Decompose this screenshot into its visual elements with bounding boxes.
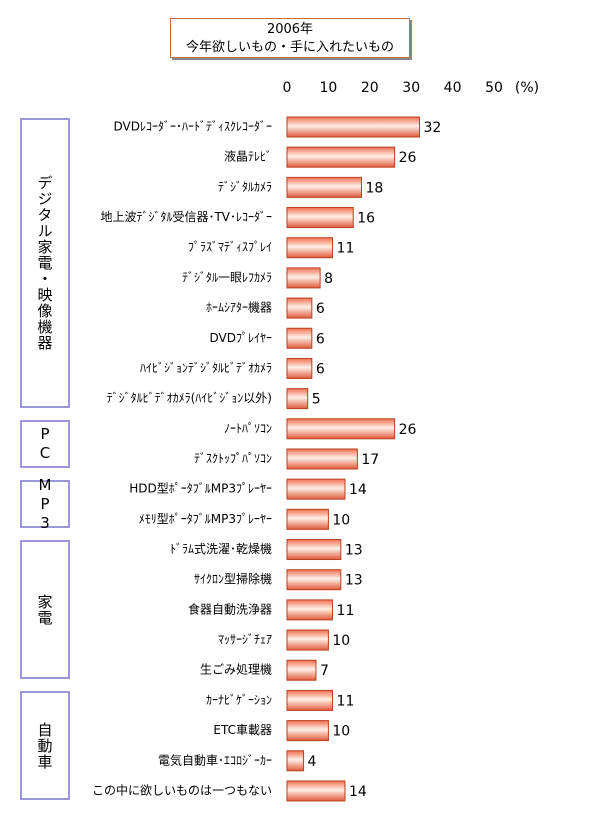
unit-label: (%) bbox=[515, 80, 539, 96]
group-box: MP3 bbox=[20, 476, 70, 533]
value-label: 14 bbox=[349, 482, 367, 498]
x-tick-label: 0 bbox=[283, 80, 292, 96]
bar bbox=[286, 539, 342, 561]
bar bbox=[286, 267, 321, 289]
y-tick-label: ﾄﾞﾗﾑ式洗濯･乾燥機 bbox=[170, 541, 272, 556]
y-tick-label: ﾃﾞｼﾞﾀﾙｶﾒﾗ bbox=[218, 180, 272, 194]
group-label: デジタル家電・映像機器 bbox=[35, 174, 54, 351]
bar bbox=[286, 388, 309, 410]
bar bbox=[286, 659, 317, 681]
group-label: PC bbox=[36, 424, 54, 463]
value-label: 26 bbox=[399, 150, 417, 166]
y-tick-label: ﾌﾟﾗｽﾞﾏﾃﾞｨｽﾌﾟﾚｲ bbox=[188, 240, 272, 254]
y-tick-label: 生ごみ処理機 bbox=[200, 662, 272, 677]
bar bbox=[286, 780, 346, 802]
y-tick-label: 地上波ﾃﾞｼﾞﾀﾙ受信器･TV･ﾚｺｰﾀﾞｰ bbox=[100, 210, 272, 224]
y-tick-label: DVDﾚｺｰﾀﾞｰ･ﾊｰﾄﾞﾃﾞｨｽｸﾚｺｰﾀﾞｰ bbox=[114, 120, 272, 134]
group-box: 家電 bbox=[20, 540, 70, 680]
value-label: 13 bbox=[345, 573, 363, 589]
value-label: 11 bbox=[337, 693, 355, 709]
y-tick-label: ﾃﾞｼﾞﾀﾙﾋﾞﾃﾞｵｶﾒﾗ(ﾊｲﾋﾞｼﾞｮﾝ以外) bbox=[107, 391, 272, 405]
y-tick-label: HDD型ﾎﾟｰﾀﾌﾞﾙMP3ﾌﾟﾚｰﾔｰ bbox=[129, 482, 272, 496]
value-label: 8 bbox=[324, 271, 333, 287]
y-tick-label: DVDﾌﾟﾚｲﾔｰ bbox=[210, 331, 272, 345]
y-tick-label: ﾏｯｻｰｼﾞﾁｪｱ bbox=[218, 633, 272, 647]
group-label: 自動車 bbox=[35, 721, 54, 770]
bar bbox=[286, 237, 334, 259]
group-box: 自動車 bbox=[20, 691, 70, 801]
value-label: 32 bbox=[423, 120, 441, 136]
bar bbox=[286, 116, 420, 138]
bar bbox=[286, 569, 342, 591]
y-tick-label: ﾎｰﾑｼｱﾀｰ機器 bbox=[206, 300, 272, 315]
value-label: 6 bbox=[316, 301, 325, 317]
x-tick-label: 10 bbox=[319, 80, 337, 96]
value-label: 17 bbox=[361, 452, 379, 468]
bar bbox=[286, 297, 313, 319]
group-label: MP3 bbox=[36, 475, 54, 533]
value-label: 14 bbox=[349, 784, 367, 800]
group-box: デジタル家電・映像機器 bbox=[20, 117, 70, 408]
chart-subtitle: 今年欲しいもの・手に入れたいもの bbox=[185, 40, 394, 55]
group-box: PC bbox=[20, 419, 70, 469]
chart-title: 2006年 bbox=[266, 22, 314, 37]
x-tick-label: 40 bbox=[444, 80, 462, 96]
bar bbox=[286, 750, 305, 772]
y-tick-label: ﾃﾞｽｸﾄｯﾌﾟﾊﾟｿｺﾝ bbox=[194, 451, 272, 465]
bar bbox=[286, 327, 313, 349]
bar bbox=[286, 357, 313, 379]
y-tick-label: ﾊｲﾋﾞｼﾞｮﾝﾃﾞｼﾞﾀﾙﾋﾞﾃﾞｵｶﾒﾗ bbox=[140, 361, 272, 375]
value-label: 10 bbox=[332, 633, 350, 649]
x-tick-label: 50 bbox=[485, 80, 503, 96]
y-tick-label: ｻｲｸﾛﾝ型掃除機 bbox=[194, 571, 272, 586]
bar bbox=[286, 599, 334, 621]
value-label: 6 bbox=[316, 361, 325, 377]
x-tick-label: 30 bbox=[402, 80, 420, 96]
value-label: 10 bbox=[332, 724, 350, 740]
y-tick-label: ﾉｰﾄﾊﾟｿｺﾝ bbox=[224, 421, 272, 435]
value-label: 18 bbox=[366, 180, 384, 196]
value-label: 13 bbox=[345, 543, 363, 559]
value-label: 6 bbox=[316, 331, 325, 347]
bar bbox=[286, 629, 329, 651]
bar bbox=[286, 448, 358, 470]
bar bbox=[286, 720, 329, 742]
y-tick-label: ｶｰﾅﾋﾞｹﾞｰｼｮﾝ bbox=[206, 693, 272, 707]
value-label: 4 bbox=[308, 754, 317, 770]
bar bbox=[286, 689, 334, 711]
y-tick-label: ﾒﾓﾘ型ﾎﾟｰﾀﾌﾞﾙMP3ﾌﾟﾚｰﾔｰ bbox=[139, 512, 272, 526]
group-label: 家電 bbox=[35, 593, 54, 626]
value-label: 7 bbox=[320, 663, 329, 679]
bar bbox=[286, 207, 354, 229]
bar bbox=[286, 176, 363, 198]
y-tick-label: ﾃﾞｼﾞﾀﾙ一眼ﾚﾌｶﾒﾗ bbox=[182, 270, 272, 284]
bar bbox=[286, 478, 346, 500]
value-label: 10 bbox=[332, 512, 350, 528]
y-tick-label: 電気自動車･ｴｺﾛｼﾞｰｶｰ bbox=[158, 752, 272, 767]
title-box: 2006年 今年欲しいもの・手に入れたいもの bbox=[170, 18, 410, 58]
bar bbox=[286, 146, 396, 168]
value-label: 26 bbox=[399, 422, 417, 438]
value-label: 5 bbox=[312, 392, 321, 408]
bar bbox=[286, 418, 396, 440]
y-tick-label: この中に欲しいものは一つもない bbox=[92, 782, 272, 797]
value-label: 16 bbox=[357, 211, 375, 227]
y-tick-label: ETC車載器 bbox=[213, 723, 272, 737]
y-tick-label: 食器自動洗浄器 bbox=[188, 601, 272, 616]
bar bbox=[286, 508, 329, 530]
x-tick-label: 20 bbox=[361, 80, 379, 96]
value-label: 11 bbox=[337, 241, 355, 257]
y-tick-label: 液晶ﾃﾚﾋﾞ bbox=[224, 149, 272, 164]
value-label: 11 bbox=[337, 603, 355, 619]
